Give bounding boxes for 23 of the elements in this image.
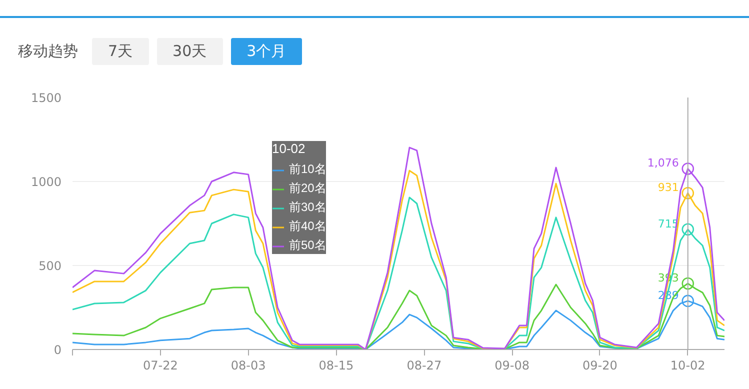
legend-label: 前20名: [289, 180, 326, 197]
text: 7天: [92, 38, 149, 66]
legend-label: 前40名: [289, 218, 326, 235]
x-tick-label: 09-20: [582, 358, 618, 372]
legend-label: 前50名: [289, 237, 326, 254]
legend-title: 10-02: [272, 141, 306, 156]
data-label: 931: [658, 181, 679, 194]
y-tick-label: 500: [38, 259, 62, 273]
chart-title: 移动趋势: [18, 42, 78, 60]
y-tick-label: 1500: [30, 91, 62, 105]
text: 3个月: [230, 38, 302, 66]
x-tick-label: 08-03: [230, 358, 266, 372]
x-tick-label: 10-02: [670, 358, 706, 372]
legend-label: 前10名: [289, 161, 326, 178]
x-tick-label: 08-27: [406, 358, 442, 372]
x-tick-label: 07-22: [142, 358, 178, 372]
legend-label: 前30名: [289, 199, 326, 216]
y-tick-label: 0: [54, 343, 62, 357]
x-tick-label: 09-08: [494, 358, 530, 372]
text: 30天: [156, 38, 223, 66]
x-tick-label: 08-15: [318, 358, 354, 372]
data-label: 1,076: [647, 156, 679, 170]
y-tick-label: 1000: [30, 175, 62, 189]
